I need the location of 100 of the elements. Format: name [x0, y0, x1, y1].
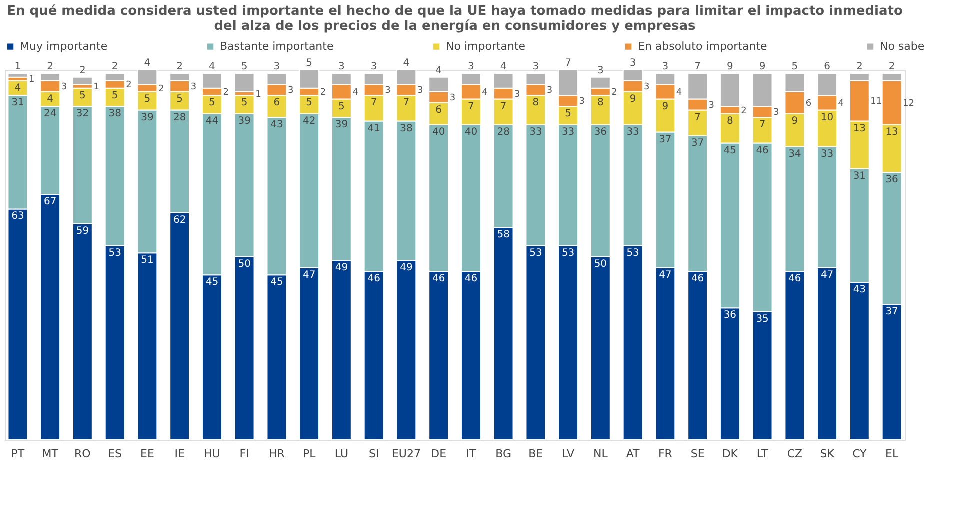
data-label: 49: [335, 262, 348, 274]
data-label: 32: [76, 108, 90, 120]
data-label: 28: [173, 112, 186, 124]
data-label: 34: [788, 148, 802, 160]
x-tick-label: LU: [334, 448, 349, 460]
data-label: 5: [306, 58, 313, 69]
data-label: 45: [270, 277, 284, 288]
x-tick-label: LT: [756, 448, 768, 460]
data-label: 5: [209, 98, 216, 109]
data-label: 4: [14, 82, 22, 94]
data-label: 13: [886, 126, 898, 138]
data-label: 3: [597, 65, 604, 76]
data-label: 3: [450, 93, 456, 104]
x-tick-label: HU: [204, 448, 220, 460]
data-label: 41: [368, 123, 380, 134]
x-tick-label: AT: [626, 448, 640, 460]
x-tick-label: FI: [240, 448, 250, 460]
data-label: 28: [497, 126, 510, 138]
data-label: 35: [756, 314, 769, 325]
x-tick-label: SK: [820, 448, 836, 460]
data-label: 3: [708, 100, 715, 111]
data-label: 42: [302, 116, 316, 127]
legend-label: Bastante importante: [220, 40, 334, 53]
data-label: 46: [691, 273, 704, 284]
data-label: 3: [468, 62, 474, 73]
data-label: 4: [403, 58, 410, 69]
x-tick-label: SI: [368, 448, 380, 460]
data-label: 12: [903, 98, 915, 109]
data-label: 53: [108, 248, 122, 259]
data-label: 8: [597, 98, 604, 109]
data-label: 2: [888, 62, 896, 73]
data-label: 2: [176, 62, 184, 73]
data-label: 3: [630, 58, 636, 69]
data-label: 6: [436, 104, 442, 116]
data-label: 7: [759, 120, 766, 131]
data-label: 8: [532, 98, 540, 109]
data-label: 4: [436, 65, 442, 76]
legend-label: No sabe: [880, 40, 925, 53]
data-label: 50: [238, 258, 251, 270]
data-label: 5: [565, 108, 572, 120]
data-label: 46: [788, 273, 802, 284]
data-label: 36: [886, 174, 898, 186]
data-label: 8: [726, 116, 734, 127]
data-label: 11: [870, 97, 882, 108]
data-label: 45: [206, 277, 219, 288]
data-label: 10: [820, 112, 834, 124]
data-label: 46: [464, 273, 478, 284]
data-label: 3: [774, 108, 780, 118]
data-label: 49: [400, 262, 413, 274]
data-label: 45: [724, 145, 737, 156]
data-label: 3: [579, 97, 586, 108]
x-tick-label: EE: [140, 448, 154, 460]
data-label: 5: [338, 101, 345, 112]
data-label: 2: [223, 88, 229, 98]
x-tick-label: EU27: [392, 448, 421, 460]
bar: [234, 73, 255, 92]
data-label: 33: [820, 148, 834, 160]
x-tick-label: ES: [108, 448, 122, 460]
data-label: 51: [141, 255, 154, 266]
data-label: 5: [112, 90, 118, 102]
data-label: 7: [468, 101, 474, 112]
data-label: 31: [853, 170, 866, 182]
data-label: 50: [594, 258, 608, 270]
data-label: 7: [565, 58, 572, 69]
data-label: 4: [838, 98, 844, 109]
data-label: 37: [691, 138, 704, 149]
data-label: 7: [694, 62, 701, 73]
x-tick-label: DK: [722, 448, 739, 460]
bar: [72, 76, 93, 86]
data-label: 40: [432, 126, 446, 138]
data-label: 2: [47, 62, 54, 73]
data-label: 6: [274, 98, 280, 109]
data-label: 2: [158, 84, 164, 94]
data-label: 24: [44, 108, 57, 120]
data-label: 38: [400, 123, 413, 134]
data-label: 63: [12, 211, 24, 222]
data-label: 40: [464, 126, 478, 138]
data-label: 4: [47, 94, 54, 105]
data-label: 9: [792, 116, 798, 127]
data-label: 4: [482, 88, 488, 98]
data-label: 3: [370, 62, 378, 73]
data-label: 2: [856, 62, 863, 73]
data-label: 2: [112, 62, 118, 73]
data-label: 9: [630, 94, 636, 105]
data-label: 62: [173, 214, 186, 226]
data-label: 47: [302, 270, 316, 281]
data-label: 1: [28, 75, 35, 86]
data-label: 5: [241, 98, 248, 109]
data-label: 37: [659, 134, 672, 146]
data-label: 5: [306, 98, 313, 109]
data-label: 43: [270, 120, 284, 131]
x-tick-label: LV: [562, 448, 576, 460]
data-label: 4: [209, 62, 216, 73]
data-label: 3: [514, 90, 520, 100]
data-label: 3: [644, 82, 650, 92]
x-tick-label: CZ: [787, 448, 803, 460]
data-label: 46: [432, 273, 446, 284]
data-label: 3: [190, 82, 197, 92]
data-label: 53: [562, 248, 575, 259]
data-label: 3: [532, 62, 540, 73]
